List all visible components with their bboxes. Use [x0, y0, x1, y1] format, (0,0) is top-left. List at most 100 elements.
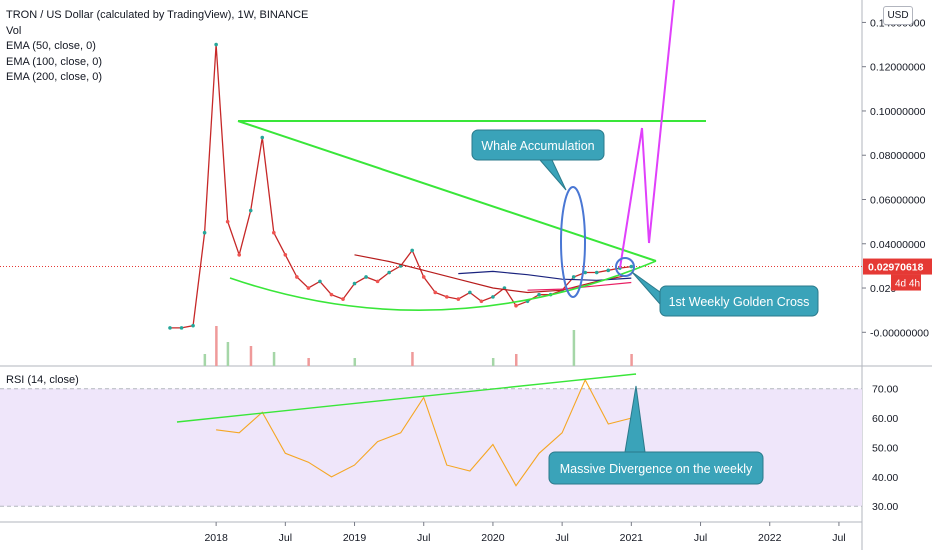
price-point	[606, 268, 611, 273]
price-point	[433, 290, 438, 295]
countdown-label: 4d 4h	[895, 279, 920, 290]
price-point	[168, 326, 172, 330]
price-tick-label: 0.04000000	[870, 239, 926, 251]
price-tick-label: 0.10000000	[870, 106, 926, 118]
overlay: Whale Accumulation 1st Weekly Golden Cros…	[176, 0, 819, 485]
price-point	[479, 299, 484, 304]
callout-box	[548, 451, 764, 485]
rsi-legend: RSI (14, close)	[6, 374, 79, 386]
price-tick-label: 0.12000000	[870, 62, 926, 74]
price-tick-label: 0.06000000	[870, 194, 926, 206]
rsi-tick-label: 50.00	[872, 442, 898, 454]
price-point	[306, 286, 311, 290]
price-point	[537, 292, 541, 297]
volume-bar	[411, 352, 414, 366]
price-point	[329, 292, 334, 297]
time-tick-label: Jul	[555, 532, 568, 544]
price-point	[341, 297, 345, 301]
callout-text: Massive Divergence on the weekly	[560, 462, 753, 476]
volume-bar	[572, 330, 576, 366]
price-point	[583, 270, 587, 275]
rsi-line	[216, 378, 632, 487]
time-tick-label: Jul	[832, 532, 845, 544]
price-point	[283, 253, 288, 257]
price-tick-label: 0.020	[870, 283, 896, 295]
ema-line	[354, 254, 632, 294]
rsi-trendline	[176, 373, 637, 423]
legend-ema200: EMA (200, close, 0)	[6, 71, 102, 83]
time-tick-label: 2020	[481, 532, 505, 544]
legend-volume: Vol	[6, 24, 22, 37]
accumulation-ellipse	[560, 186, 586, 298]
volume-bar	[307, 358, 310, 366]
price-point	[248, 208, 253, 213]
descending-trendline	[237, 120, 657, 262]
price-point	[352, 281, 357, 286]
volume-bar	[491, 358, 495, 366]
price-point	[375, 279, 380, 284]
rsi-tick-label: 60.00	[872, 413, 898, 425]
time-tick-label: 2018	[204, 532, 228, 544]
price-point	[191, 323, 195, 328]
price-tick-label: 0.08000000	[870, 150, 926, 162]
callout-box	[471, 129, 605, 161]
price-point	[260, 135, 265, 140]
price-point	[491, 295, 495, 299]
price-point	[514, 303, 518, 308]
time-tick-label: 2021	[620, 532, 644, 544]
price-point	[237, 253, 241, 257]
rsi-tick-label: 30.00	[872, 501, 898, 513]
callout-box	[659, 285, 819, 317]
current-price-tag	[863, 258, 932, 275]
countdown-tag	[891, 274, 921, 291]
price-point	[445, 295, 449, 299]
rsi-tick-label: 70.00	[872, 384, 898, 396]
chart-legend: TRON / US Dollar (calculated by TradingV…	[6, 8, 308, 86]
rounded-bottom-curve	[229, 260, 657, 311]
current-price-label: 0.02970618	[868, 262, 924, 274]
currency-button[interactable]: USD	[883, 6, 913, 25]
price-point	[318, 279, 322, 284]
price-point	[410, 248, 415, 253]
price-point	[571, 275, 576, 279]
rsi-tick-label: 40.00	[872, 472, 898, 484]
volume-bar	[272, 352, 276, 366]
time-tick-label: 2019	[343, 532, 367, 544]
legend-ema100: EMA (100, close, 0)	[6, 55, 102, 68]
time-tick-label: Jul	[694, 532, 707, 544]
time-tick-label: Jul	[279, 532, 292, 544]
volume-bar	[630, 354, 633, 366]
price-point	[387, 270, 391, 275]
time-tick-label: 2022	[758, 532, 782, 544]
price-point	[468, 290, 472, 295]
chart-title: TRON / US Dollar (calculated by TradingV…	[6, 9, 309, 21]
price-point	[225, 219, 230, 224]
price-point	[272, 230, 276, 235]
price-point	[214, 42, 218, 47]
rsi-band	[0, 388, 862, 507]
volume-bar	[515, 354, 518, 366]
price-point	[629, 264, 634, 269]
price-point	[202, 230, 207, 235]
price-point	[364, 275, 368, 279]
price-tick-label: -0.00000000	[870, 327, 929, 339]
volume-bar	[215, 326, 218, 366]
price-point	[421, 275, 426, 279]
golden-cross-circle	[615, 257, 635, 277]
volume-bar	[249, 346, 253, 366]
legend-ema50: EMA (50, close, 0)	[6, 40, 96, 52]
projection-path	[619, 0, 675, 269]
volume-bar	[203, 354, 207, 366]
rsi-pane: 70.00 60.00 50.00 40.00 30.00	[0, 378, 898, 513]
price-point	[594, 270, 599, 275]
price-point	[295, 275, 299, 279]
callout-text: 1st Weekly Golden Cross	[669, 295, 810, 309]
time-tick-label: Jul	[417, 532, 430, 544]
volume-bar	[226, 342, 230, 366]
volume-bar	[353, 358, 357, 366]
price-point	[179, 326, 184, 330]
price-point	[456, 297, 461, 301]
callout-text: Whale Accumulation	[481, 139, 594, 153]
